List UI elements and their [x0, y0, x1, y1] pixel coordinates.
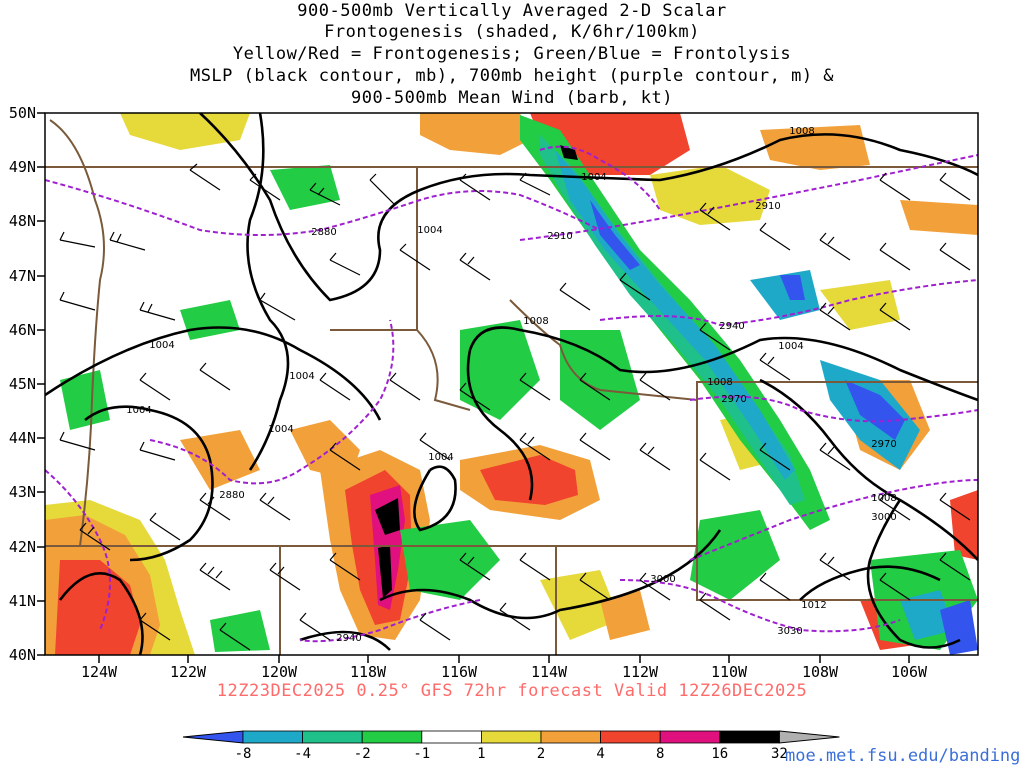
colorbar-segment: [600, 730, 661, 744]
colorbar-tick-label: 32: [771, 746, 788, 762]
mslp-label: 1004: [289, 371, 314, 382]
height-label: 2940: [336, 633, 361, 644]
height-label: 3030: [777, 626, 802, 637]
state-borders: [45, 119, 978, 655]
mslp-label: 1004: [778, 341, 803, 352]
height-label: 3000: [650, 574, 675, 585]
colorbar-tick-label: -2: [354, 746, 371, 762]
mslp-label: 1012: [801, 600, 826, 611]
lat-label: 44N: [9, 429, 36, 447]
mslp-label: 1008: [789, 126, 814, 137]
colorbar-segment: [480, 730, 542, 744]
lat-label: 50N: [9, 104, 36, 122]
lon-label: 120W: [261, 663, 298, 681]
colorbar-tick-label: 1: [477, 746, 485, 762]
mslp-contours: [45, 113, 978, 655]
mslp-label: 1004: [126, 405, 151, 416]
colorbar-segment: [719, 730, 780, 744]
colorbar-tick-label: 16: [711, 746, 728, 762]
lon-label: 108W: [802, 663, 839, 681]
lat-label: 40N: [9, 646, 36, 664]
lat-label: 48N: [9, 212, 36, 230]
colorbar-tick-label: -4: [294, 746, 311, 762]
colorbar-arrow-left: [182, 730, 244, 744]
colorbar-segment: [540, 730, 601, 744]
lat-label: 41N: [9, 592, 36, 610]
mslp-label: 1008: [523, 316, 548, 327]
lon-label: 118W: [350, 663, 387, 681]
mslp-label: 1008: [871, 493, 896, 504]
lat-label: 43N: [9, 483, 36, 501]
title-line-1: 900-500mb Vertically Averaged 2-D Scalar: [297, 1, 727, 21]
forecast-valid-text: 12Z23DEC2025 0.25° GFS 72hr forecast Val…: [216, 681, 808, 701]
colorbar-tick-label: 4: [596, 746, 604, 762]
colorbar-arrow-right: [778, 730, 840, 744]
colorbar-tick-label: -8: [235, 746, 252, 762]
wind-barbs: [59, 163, 971, 651]
title-line-4: MSLP (black contour, mb), 700mb height (…: [189, 66, 835, 86]
lon-label: 112W: [622, 663, 659, 681]
colorbar: -8 -4 -2 -1 1 2 4 8 16 32: [182, 730, 840, 762]
lon-label: 106W: [891, 663, 928, 681]
lon-label: 114W: [531, 663, 568, 681]
height-label: 2970: [871, 439, 896, 450]
latitude-labels: 50N 49N 48N 47N 46N 45N 44N 43N 42N 41N …: [9, 104, 36, 664]
mslp-label: 1004: [581, 172, 606, 183]
height-label: 2910: [547, 231, 572, 242]
lat-label: 45N: [9, 375, 36, 393]
title-line-3: Yellow/Red = Frontogenesis; Green/Blue =…: [232, 44, 792, 64]
mslp-label: 1004: [149, 340, 174, 351]
mslp-label: 1004: [428, 452, 453, 463]
title-line-2: Frontogenesis (shaded, K/6hr/100km): [324, 22, 700, 42]
lon-label: 124W: [81, 663, 118, 681]
colorbar-segment: [361, 730, 423, 744]
height-label: 3000: [871, 512, 896, 523]
site-credit: moe.met.fsu.edu/banding: [785, 746, 1021, 766]
colorbar-segment: [302, 730, 363, 744]
lon-label: 122W: [170, 663, 207, 681]
height-label: 2880: [311, 227, 336, 238]
contour-labels: 1008 1004 1004 1008 1004 1004 1004 1004 …: [126, 126, 896, 644]
height-contours: [45, 145, 978, 643]
longitude-labels: 124W 122W 120W 118W 116W 114W 112W 110W …: [81, 663, 928, 681]
lon-label: 110W: [711, 663, 748, 681]
mslp-label: 1004: [268, 424, 293, 435]
lat-label: 49N: [9, 158, 36, 176]
colorbar-tick-label: 2: [537, 746, 545, 762]
colorbar-tick-label: 8: [656, 746, 664, 762]
colorbar-segment: [421, 730, 482, 744]
height-label: 2970: [721, 394, 746, 405]
lon-label: 116W: [441, 663, 478, 681]
colorbar-segment: [659, 730, 721, 744]
colorbar-segment: [242, 730, 303, 744]
axis-ticks: [37, 112, 910, 663]
lat-label: 47N: [9, 267, 36, 285]
mslp-label: 1008: [707, 377, 732, 388]
mslp-label: 1004: [417, 225, 442, 236]
height-label: 2910: [755, 201, 780, 212]
shaded-frontogenesis-field: [45, 113, 978, 655]
height-label: 2880: [219, 490, 244, 501]
lat-label: 46N: [9, 321, 36, 339]
height-label: 2940: [719, 321, 744, 332]
colorbar-tick-label: -1: [413, 746, 430, 762]
lat-label: 42N: [9, 538, 36, 556]
title-line-5: 900-500mb Mean Wind (barb, kt): [350, 88, 674, 108]
